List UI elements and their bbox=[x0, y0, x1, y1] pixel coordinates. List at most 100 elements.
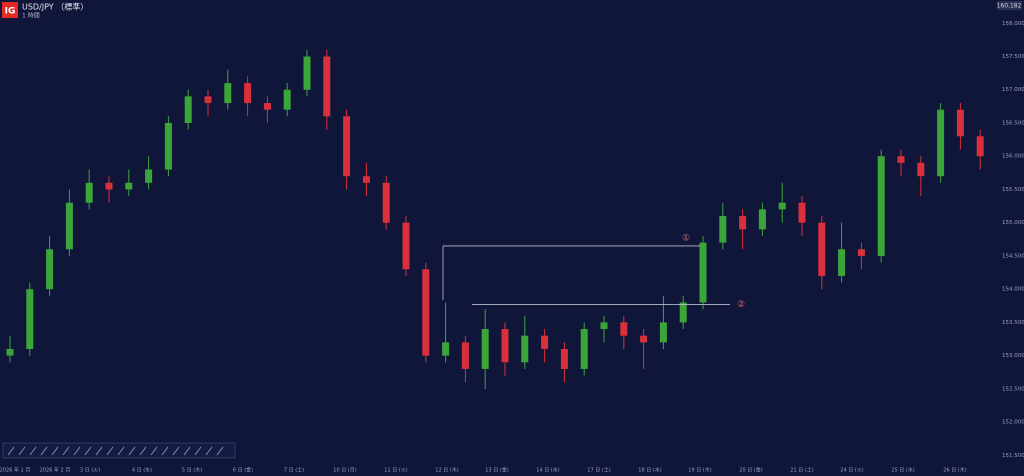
annotation-label: ① bbox=[682, 233, 690, 243]
toolbar-icon bbox=[139, 446, 147, 456]
x-tick-label: 3 日 (火) bbox=[80, 468, 100, 474]
toolbar-icon bbox=[7, 446, 15, 456]
candle-body bbox=[956, 109, 964, 137]
x-tick-label: 18 日 (水) bbox=[638, 467, 661, 474]
candle-body bbox=[481, 329, 489, 369]
candle-body bbox=[461, 342, 469, 369]
x-tick-label: 25 日 (水) bbox=[891, 467, 914, 474]
candle-body bbox=[442, 342, 450, 356]
x-tick-label: 17 日 (土) bbox=[587, 467, 610, 474]
candle-body bbox=[719, 216, 727, 243]
y-tick-label: 158.000 bbox=[1002, 21, 1024, 27]
candle-body bbox=[145, 169, 153, 183]
x-tick-label: 7 日 (土) bbox=[284, 467, 304, 474]
candle-body bbox=[125, 182, 133, 190]
toolbar-icon bbox=[117, 446, 125, 456]
y-tick-label: 152.000 bbox=[1002, 420, 1024, 426]
x-tick-label: 24 日 (火) bbox=[840, 468, 863, 474]
candle-body bbox=[26, 289, 34, 349]
y-tick-label: 156.500 bbox=[1002, 120, 1024, 126]
y-tick-label: 156.000 bbox=[1002, 154, 1024, 160]
y-tick-label: 154.500 bbox=[1002, 253, 1024, 259]
x-tick-label: 4 日 (水) bbox=[132, 467, 152, 474]
x-tick-label: 21 日 (土) bbox=[790, 467, 813, 474]
y-tick-label: 157.500 bbox=[1002, 54, 1024, 60]
logo: IG bbox=[5, 7, 16, 17]
candle-body bbox=[343, 116, 351, 177]
candle-body bbox=[244, 83, 252, 104]
candle-body bbox=[422, 269, 430, 356]
candle-body bbox=[501, 329, 509, 363]
candle-body bbox=[620, 322, 628, 336]
candle-body bbox=[521, 335, 529, 363]
candle-body bbox=[283, 89, 291, 110]
symbol: USD/JPY （標準） bbox=[22, 2, 88, 12]
candle-body bbox=[402, 222, 410, 270]
toolbar-icon bbox=[172, 446, 180, 456]
toolbar-icon bbox=[194, 446, 202, 456]
toolbar bbox=[2, 442, 236, 459]
x-tick-label: 12 日 (木) bbox=[435, 467, 458, 474]
candle-body bbox=[640, 335, 648, 343]
toolbar-icon bbox=[73, 446, 81, 456]
toolbar-icon bbox=[62, 446, 70, 456]
y-tick-label: 154.000 bbox=[1002, 287, 1024, 293]
candle-body bbox=[560, 348, 568, 369]
x-tick-label: 20 日 (金) bbox=[739, 467, 762, 474]
candle-body bbox=[323, 56, 331, 117]
candle-body bbox=[541, 335, 549, 349]
x-tick-label: 26 日 (木) bbox=[943, 467, 966, 474]
interval: 1 時間 bbox=[22, 12, 40, 20]
toolbar-icon bbox=[205, 446, 213, 456]
candle-body bbox=[857, 249, 865, 256]
x-tick-label: 19 日 (木) bbox=[688, 467, 711, 474]
x-tick-label: 5 日 (木) bbox=[182, 467, 202, 474]
y-tick-label: 157.000 bbox=[1002, 87, 1024, 93]
candle-body bbox=[224, 83, 232, 104]
candle-body bbox=[659, 322, 667, 343]
candle-body bbox=[46, 249, 54, 290]
candle-body bbox=[937, 109, 945, 177]
toolbar-icon bbox=[95, 446, 103, 456]
candle-body bbox=[303, 56, 311, 90]
toolbar-icon bbox=[106, 446, 114, 456]
toolbar-icon bbox=[150, 446, 158, 456]
x-tick-label: 10 日 (月) bbox=[333, 468, 356, 474]
candle-body bbox=[204, 96, 212, 104]
logo-box bbox=[2, 2, 18, 18]
toolbar-bg bbox=[2, 442, 236, 459]
candle-body bbox=[105, 182, 113, 190]
candle-body bbox=[85, 182, 93, 203]
candle-body bbox=[976, 136, 984, 157]
candle-body bbox=[679, 302, 687, 323]
x-tick-label: 13 日 (金) bbox=[485, 467, 508, 474]
candle-body bbox=[362, 176, 370, 183]
toolbar-icon bbox=[216, 446, 224, 456]
candle-body bbox=[798, 202, 806, 223]
x-tick-label: 6 日 (金) bbox=[233, 467, 253, 474]
toolbar-icon bbox=[51, 446, 59, 456]
price-axis bbox=[995, 0, 1024, 476]
price-label-box bbox=[997, 1, 1022, 10]
candle-body bbox=[600, 322, 608, 330]
candle-body bbox=[818, 222, 826, 276]
candle-body bbox=[778, 202, 786, 210]
toolbar-icon bbox=[84, 446, 92, 456]
candle-body bbox=[838, 249, 846, 276]
toolbar-icon bbox=[29, 446, 37, 456]
y-tick-label: 151.500 bbox=[1002, 453, 1024, 459]
x-tick-label: 2026 年 1 月 bbox=[0, 467, 30, 474]
y-tick-label: 155.500 bbox=[1002, 187, 1024, 193]
toolbar-icon bbox=[128, 446, 136, 456]
toolbar-icon bbox=[161, 446, 169, 456]
y-tick-label: 153.500 bbox=[1002, 320, 1024, 326]
candle-body bbox=[580, 329, 588, 369]
y-tick-label: 155.000 bbox=[1002, 220, 1024, 226]
candle-body bbox=[382, 182, 390, 223]
candle-body bbox=[699, 242, 707, 303]
candle-body bbox=[758, 209, 766, 230]
x-tick-label: 2026 年 2 月 bbox=[40, 467, 71, 474]
toolbar-icon bbox=[18, 446, 26, 456]
